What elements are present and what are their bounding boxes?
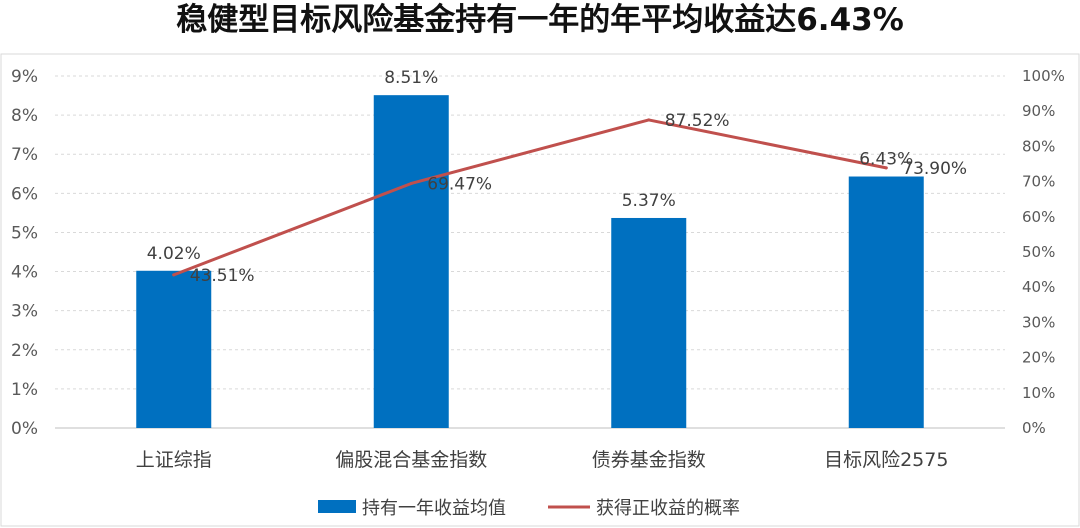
bar-value-label: 5.37% <box>622 191 676 211</box>
category-label: 目标风险2575 <box>824 449 948 471</box>
line-series <box>172 118 888 277</box>
right-tick-label: 100% <box>1022 67 1065 85</box>
category-label: 上证综指 <box>136 449 212 471</box>
left-tick-label: 2% <box>11 341 38 361</box>
left-tick-label: 3% <box>11 302 38 322</box>
left-tick-label: 4% <box>11 263 38 283</box>
left-tick-label: 0% <box>11 419 38 439</box>
category-label: 偏股混合基金指数 <box>335 449 487 471</box>
left-axis-ticks: 0% 1% 2% 3% 4% 5% 6% 7% 8% 9% <box>11 67 38 439</box>
right-tick-label: 10% <box>1022 384 1055 402</box>
line-value-label: 69.47% <box>427 174 492 194</box>
left-tick-label: 6% <box>11 184 38 204</box>
right-tick-label: 40% <box>1022 278 1055 296</box>
right-tick-label: 0% <box>1022 419 1046 437</box>
line-point <box>884 166 888 170</box>
left-tick-label: 7% <box>11 145 38 165</box>
right-tick-label: 60% <box>1022 208 1055 226</box>
plot-frame <box>0 53 1080 527</box>
line-value-label: 43.51% <box>190 266 255 286</box>
right-tick-label: 80% <box>1022 137 1055 155</box>
right-tick-label: 20% <box>1022 349 1055 367</box>
line-point <box>647 118 651 122</box>
left-tick-label: 5% <box>11 223 38 243</box>
category-label: 债券基金指数 <box>592 449 706 471</box>
line-point <box>172 273 176 277</box>
bar-value-label: 6.43% <box>859 150 913 170</box>
left-tick-label: 9% <box>11 67 38 87</box>
legend-swatch-bar <box>318 500 356 513</box>
left-tick-label: 1% <box>11 380 38 400</box>
bar-value-label: 4.02% <box>147 244 201 264</box>
left-tick-label: 8% <box>11 106 38 126</box>
right-tick-label: 50% <box>1022 243 1055 261</box>
line-point <box>409 181 413 185</box>
right-tick-label: 90% <box>1022 102 1055 120</box>
legend-label-bar: 持有一年收益均值 <box>362 498 506 519</box>
category-axis-labels: 上证综指 偏股混合基金指数 债券基金指数 目标风险2575 <box>136 449 949 471</box>
bar <box>373 95 449 429</box>
line-value-label: 87.52% <box>665 111 730 131</box>
bar-series <box>136 95 924 429</box>
bar <box>848 176 924 428</box>
data-labels: 4.02% 8.51% 5.37% 6.43% 43.51% 69.47% 87.52% 73… <box>147 68 967 286</box>
series-line <box>172 118 888 277</box>
right-axis-ticks: 0% 10% 20% 30% 40% 50% 60% 70% 80% 90% 100% <box>1022 67 1065 437</box>
legend-label-line: 获得正收益的概率 <box>596 498 740 519</box>
bar <box>611 217 687 428</box>
gridlines <box>55 75 1005 429</box>
legend: 持有一年收益均值 获得正收益的概率 <box>318 498 740 519</box>
right-tick-label: 70% <box>1022 173 1055 191</box>
bar <box>136 270 212 428</box>
right-tick-label: 30% <box>1022 313 1055 331</box>
bar-value-label: 8.51% <box>384 68 438 88</box>
line-value-label: 73.90% <box>902 159 967 179</box>
chart-title: 稳健型目标风险基金持有一年的年平均收益达6.43% <box>176 2 904 38</box>
